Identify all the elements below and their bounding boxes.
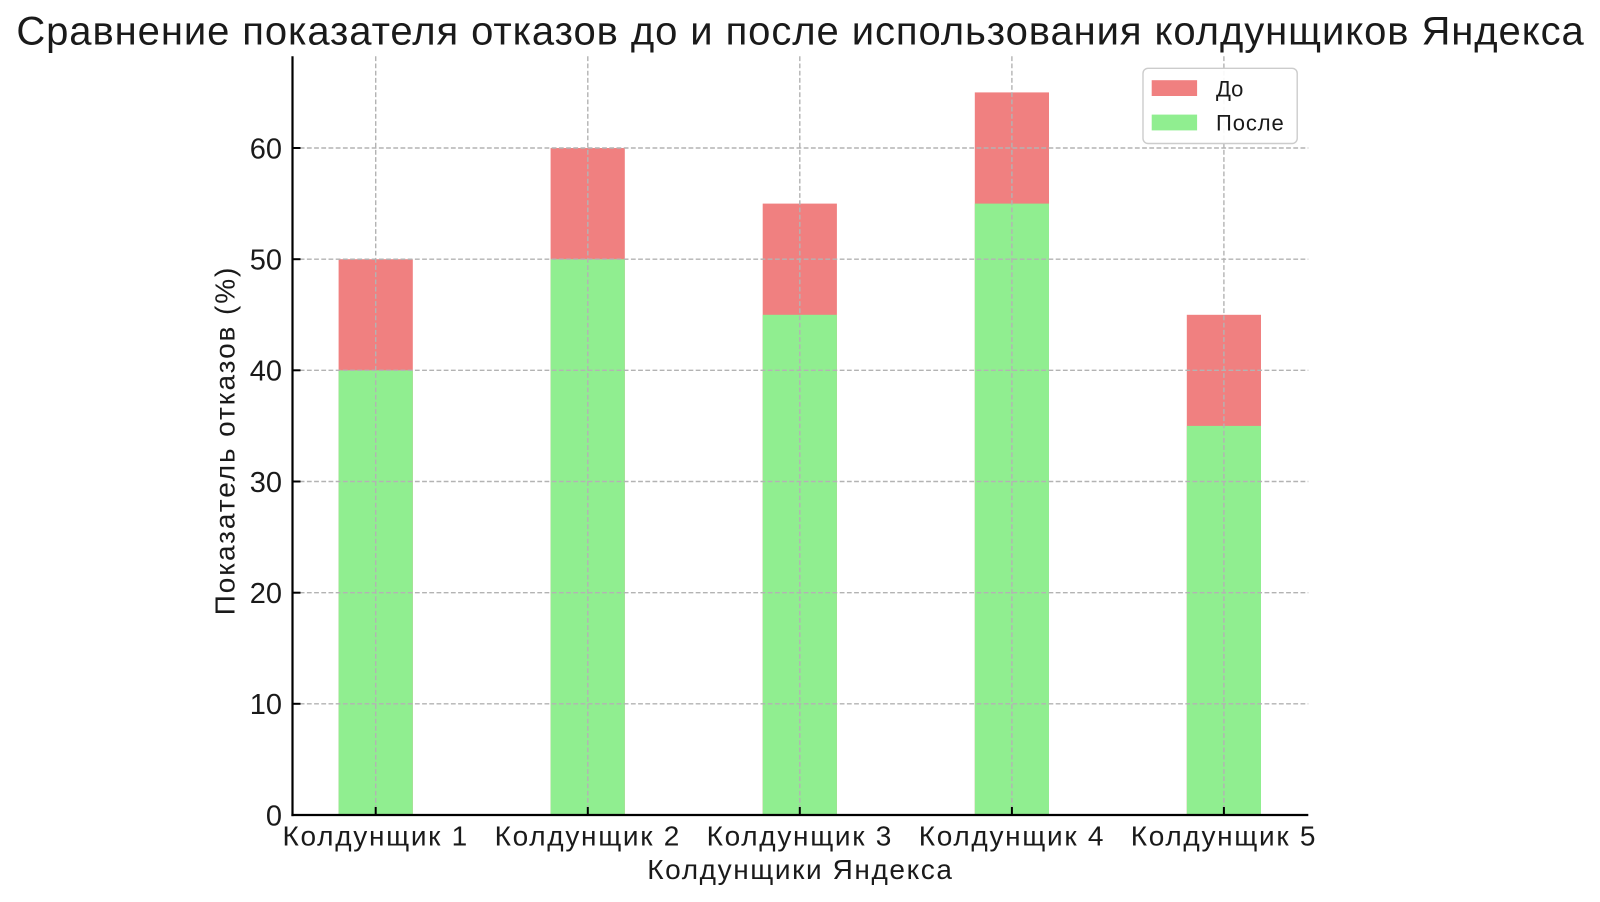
svg-text:20: 20 xyxy=(250,578,282,610)
svg-text:50: 50 xyxy=(250,245,282,277)
svg-text:Сравнение показателя отказов д: Сравнение показателя отказов до и после … xyxy=(16,9,1584,53)
svg-text:Колдунщик 5: Колдунщик 5 xyxy=(1131,821,1317,852)
svg-text:Колдунщик 1: Колдунщик 1 xyxy=(283,821,469,852)
svg-text:Колдунщик 2: Колдунщик 2 xyxy=(495,821,681,852)
svg-text:Колдунщик 3: Колдунщик 3 xyxy=(707,821,893,852)
svg-text:После: После xyxy=(1216,111,1285,136)
svg-text:Колдунщик 4: Колдунщик 4 xyxy=(919,821,1105,852)
svg-text:10: 10 xyxy=(250,689,282,721)
svg-text:Показатель отказов (%): Показатель отказов (%) xyxy=(210,266,241,615)
svg-text:До: До xyxy=(1216,76,1243,101)
svg-text:0: 0 xyxy=(266,800,282,832)
svg-text:30: 30 xyxy=(250,467,282,499)
svg-text:40: 40 xyxy=(250,356,282,388)
svg-text:60: 60 xyxy=(250,133,282,165)
svg-text:Колдунщики Яндекса: Колдунщики Яндекса xyxy=(647,854,953,885)
